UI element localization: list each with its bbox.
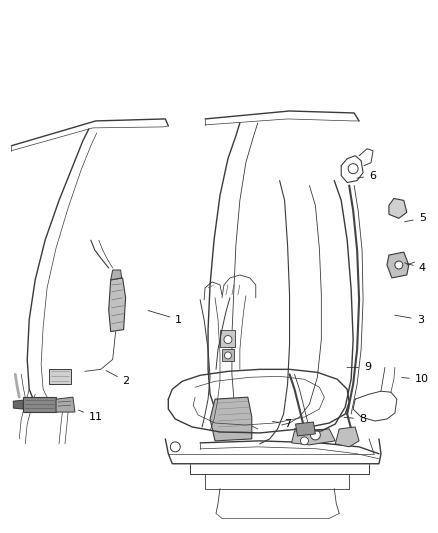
- Circle shape: [170, 442, 180, 452]
- Text: 8: 8: [344, 414, 366, 424]
- Polygon shape: [292, 429, 335, 445]
- Circle shape: [224, 352, 231, 359]
- Text: 10: 10: [402, 374, 429, 384]
- Text: 5: 5: [405, 213, 426, 223]
- Circle shape: [300, 437, 308, 445]
- Text: 1: 1: [148, 311, 182, 325]
- Circle shape: [395, 261, 403, 269]
- Polygon shape: [49, 369, 71, 384]
- Polygon shape: [23, 397, 56, 412]
- Polygon shape: [109, 278, 126, 332]
- Circle shape: [39, 400, 47, 408]
- Text: 4: 4: [405, 263, 426, 273]
- Polygon shape: [13, 400, 23, 409]
- Text: 11: 11: [78, 410, 103, 422]
- Polygon shape: [56, 397, 75, 412]
- Circle shape: [311, 430, 320, 440]
- Polygon shape: [222, 350, 234, 361]
- Polygon shape: [335, 427, 359, 447]
- Text: 7: 7: [272, 419, 292, 429]
- Polygon shape: [387, 252, 409, 278]
- Circle shape: [224, 336, 232, 343]
- Polygon shape: [296, 422, 315, 436]
- Text: 6: 6: [357, 171, 376, 181]
- Circle shape: [348, 164, 358, 174]
- Polygon shape: [111, 270, 122, 280]
- Polygon shape: [220, 329, 235, 348]
- Polygon shape: [389, 198, 407, 219]
- Text: 3: 3: [395, 314, 424, 325]
- Polygon shape: [210, 397, 252, 441]
- Text: 9: 9: [347, 362, 371, 373]
- Text: 2: 2: [106, 370, 130, 386]
